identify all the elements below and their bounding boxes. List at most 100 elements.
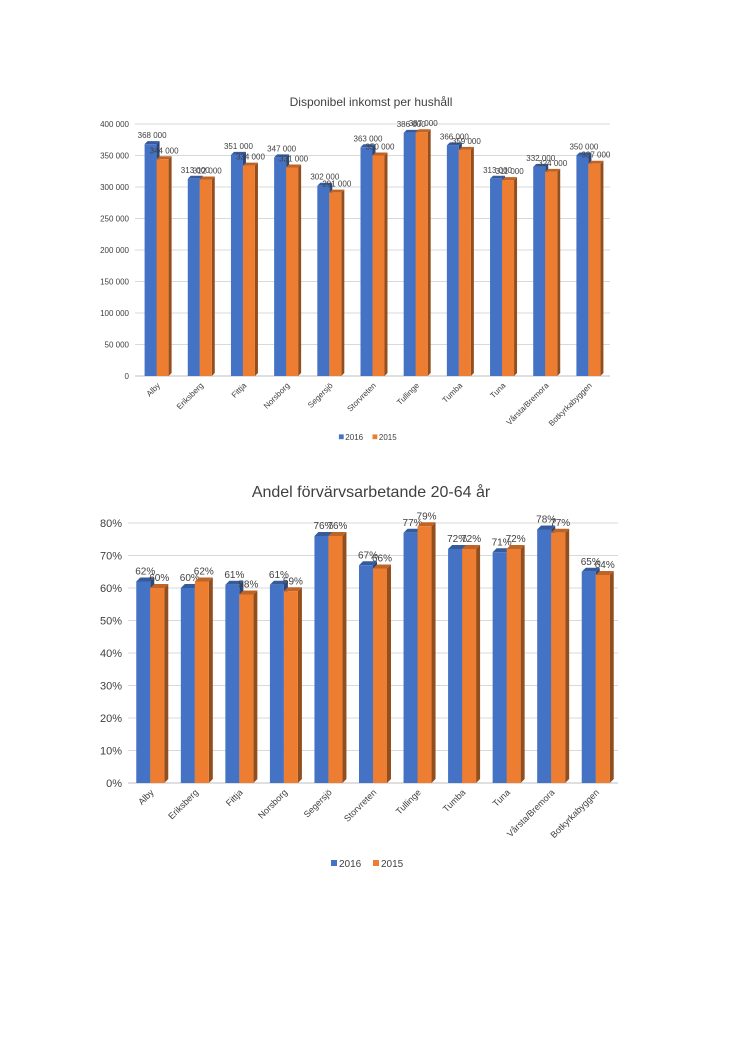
- data-label: 72%: [447, 534, 467, 545]
- bar: [286, 164, 302, 376]
- category-label: Botkyrkabyggen: [548, 787, 601, 840]
- category-label: Fittja: [230, 381, 249, 400]
- data-label: 61%: [224, 570, 244, 581]
- bar: [462, 545, 481, 783]
- data-label: 351 000: [224, 142, 253, 151]
- bar: [199, 176, 215, 376]
- y-tick-label: 0%: [106, 778, 122, 790]
- y-tick-label: 400 000: [100, 120, 129, 129]
- y-tick-label: 300 000: [100, 183, 129, 192]
- category-label: Eriksberg: [166, 787, 200, 821]
- category-label: Tumba: [441, 787, 468, 814]
- legend-swatch: [338, 434, 344, 440]
- data-label: 324 000: [538, 159, 567, 168]
- data-label: 386 000: [397, 120, 426, 129]
- data-label: 76%: [327, 521, 347, 532]
- bar: [156, 156, 172, 376]
- data-label: 71%: [492, 537, 512, 548]
- data-label: 66%: [372, 554, 392, 565]
- category-label: Segersjö: [306, 381, 335, 410]
- bar: [373, 564, 391, 783]
- bar: [329, 189, 345, 376]
- y-tick-label: 0: [125, 372, 130, 381]
- legend-label: 2016: [345, 433, 363, 442]
- y-tick-label: 250 000: [100, 214, 129, 223]
- data-label: 366 000: [440, 132, 469, 141]
- chart-title: Andel förvärvsarbetande 20-64 år: [252, 483, 491, 501]
- bar: [545, 168, 561, 376]
- y-tick-label: 70%: [100, 550, 122, 562]
- bar: [417, 522, 436, 783]
- bar: [239, 590, 258, 783]
- data-label: 61%: [269, 570, 289, 581]
- category-label: Norsborg: [256, 787, 289, 820]
- data-label: 72%: [461, 534, 481, 545]
- data-label: 350 000: [366, 143, 395, 152]
- data-label: 79%: [417, 511, 437, 522]
- y-tick-label: 10%: [100, 745, 122, 757]
- data-label: 302 000: [310, 173, 339, 182]
- bar: [242, 162, 258, 376]
- category-label: Tuna: [491, 787, 512, 808]
- bar: [194, 577, 213, 783]
- category-label: Storvreten: [342, 787, 378, 823]
- bar: [502, 177, 518, 376]
- category-label: Norsborg: [262, 381, 292, 411]
- data-label: 344 000: [150, 146, 179, 155]
- data-label: 331 000: [279, 154, 308, 163]
- data-label: 313 000: [181, 166, 210, 175]
- category-label: Vårsta/Bremora: [505, 381, 551, 427]
- bar: [372, 152, 388, 376]
- y-tick-label: 30%: [100, 680, 122, 692]
- data-label: 58%: [238, 580, 258, 591]
- data-label: 337 000: [581, 151, 610, 160]
- data-label: 67%: [358, 550, 378, 561]
- category-label: Tuna: [488, 381, 507, 400]
- data-label: 60%: [180, 573, 200, 584]
- y-tick-label: 40%: [100, 648, 122, 660]
- legend: 2016 2015: [331, 859, 404, 870]
- data-label: 291 000: [322, 180, 351, 189]
- y-tick-label: 20%: [100, 713, 122, 725]
- y-tick-label: 100 000: [100, 309, 129, 318]
- y-tick-label: 150 000: [100, 277, 129, 286]
- y-tick-label: 200 000: [100, 246, 129, 255]
- data-label: 76%: [313, 521, 333, 532]
- data-label: 64%: [595, 560, 615, 571]
- category-label: Fittja: [224, 787, 245, 808]
- bar: [328, 532, 347, 783]
- bar: [551, 528, 570, 783]
- data-label: 65%: [581, 557, 601, 568]
- data-label: 363 000: [354, 134, 383, 143]
- category-label: Alby: [145, 381, 162, 398]
- data-label: 350 000: [569, 143, 598, 152]
- bar: [588, 160, 604, 376]
- data-label: 347 000: [267, 144, 296, 153]
- category-label: Botkyrkabyggen: [547, 381, 594, 428]
- bar: [150, 584, 169, 783]
- bar: [415, 129, 431, 376]
- category-label: Tumba: [441, 381, 465, 405]
- data-label: 60%: [149, 573, 169, 584]
- category-label: Tullinge: [395, 381, 421, 407]
- data-label: 312 000: [193, 166, 222, 175]
- data-label: 334 000: [236, 153, 265, 162]
- data-label: 72%: [506, 534, 526, 545]
- legend-swatch: [373, 860, 379, 866]
- legend-swatch: [372, 434, 378, 440]
- legend-label: 2015: [379, 433, 397, 442]
- bar: [595, 571, 614, 783]
- data-label: 78%: [536, 515, 556, 526]
- category-label: Segersjö: [302, 787, 334, 819]
- data-label: 311 000: [495, 167, 524, 176]
- legend-label: 2016: [339, 859, 362, 870]
- category-label: Storvreten: [345, 381, 377, 413]
- data-label: 332 000: [526, 154, 555, 163]
- y-tick-label: 50 000: [105, 340, 130, 349]
- category-label: Tullinge: [394, 787, 423, 816]
- legend: 2016 2015: [338, 433, 397, 442]
- category-label: Eriksberg: [175, 381, 205, 411]
- data-label: 77%: [403, 518, 423, 529]
- chart-andel-forvarvsarbetande: Andel förvärvsarbetande 20-64 år 0% 10% 20…: [100, 483, 618, 870]
- data-label: 313 000: [483, 166, 512, 175]
